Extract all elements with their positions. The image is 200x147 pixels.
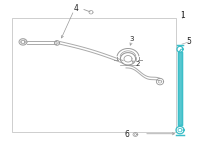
Bar — [12, 18, 176, 132]
Text: 4: 4 — [74, 4, 78, 13]
Text: 6: 6 — [125, 130, 129, 139]
Text: 5: 5 — [187, 37, 191, 46]
Text: 3: 3 — [129, 36, 134, 42]
Text: 1: 1 — [180, 11, 185, 20]
Text: 2: 2 — [135, 61, 140, 67]
